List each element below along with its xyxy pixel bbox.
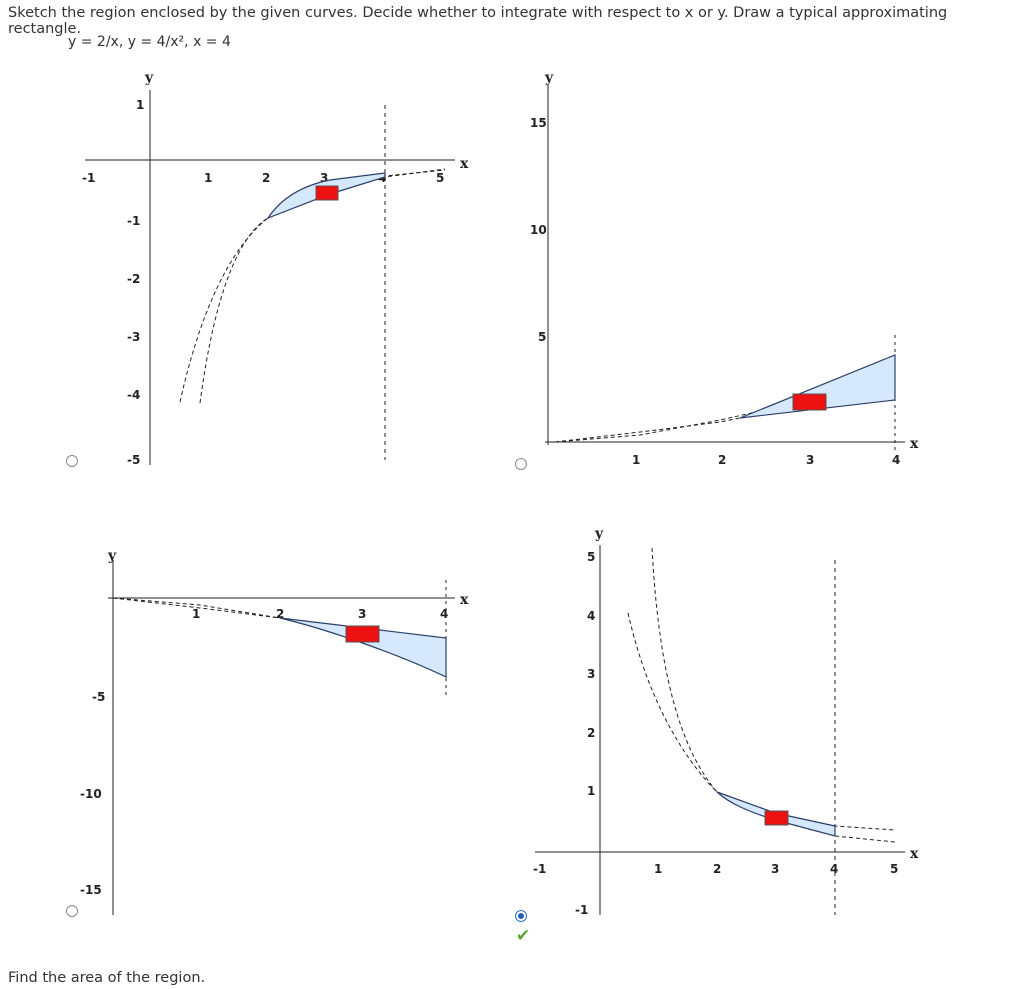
- x-tick-label: 1: [654, 862, 662, 876]
- y-tick-label: 2: [587, 726, 595, 740]
- y-tick-label: -5: [92, 690, 105, 704]
- y-axis-label: y: [107, 548, 117, 564]
- x-tick-label: -1: [533, 862, 546, 876]
- y-tick-label: 1: [587, 784, 595, 798]
- y-tick-label: -1: [127, 214, 140, 228]
- y-tick-label: 4: [587, 609, 595, 623]
- curve-2-over-x: [651, 547, 896, 831]
- y-tick-label: 1: [136, 98, 144, 112]
- y-tick-label: -1: [575, 903, 588, 917]
- y-tick-label: 5: [538, 330, 546, 344]
- equations: y = 2/x, y = 4/x², x = 4: [68, 34, 231, 50]
- approximating-rectangle: [345, 625, 380, 643]
- y-tick-label: -3: [127, 330, 140, 344]
- x-tick-label: 1: [204, 171, 212, 185]
- curve-neg-2-over-x: [199, 168, 446, 404]
- y-tick-label: 15: [530, 116, 547, 130]
- approximating-rectangle: [792, 393, 827, 411]
- graph-option-b: x y 1 2 3 4 15 10 5: [530, 70, 919, 467]
- graph-option-c: x y 1 2 3 4 -5 -10 -15: [80, 548, 469, 915]
- x-tick-label: 3: [771, 862, 779, 876]
- graph-option-a: x y -1 1 2 3 4 5 1 -1 -2 -3 -4 -5: [82, 70, 469, 467]
- x-axis-label: x: [910, 846, 919, 862]
- x-tick-label: 1: [192, 607, 200, 621]
- question-prompt: Sketch the region enclosed by the given …: [8, 5, 948, 37]
- x-tick-label: 4: [440, 607, 448, 621]
- y-tick-label: -5: [127, 453, 140, 467]
- x-tick-label: -1: [82, 171, 95, 185]
- y-tick-label: -2: [127, 272, 140, 286]
- graph-option-d: x y -1 1 2 3 4 5 5 4 3 2 1 -1: [533, 526, 919, 917]
- y-axis-label: y: [594, 526, 604, 542]
- option-d-radio[interactable]: [515, 910, 527, 922]
- curve-x-over-2: [554, 417, 741, 443]
- y-tick-label: 5: [587, 550, 595, 564]
- approximating-rectangle: [315, 185, 339, 201]
- curve-neg-x-over-2: [112, 597, 281, 619]
- answer-graphs: x y -1 1 2 3 4 5 1 -1 -2 -3 -4 -5 x y 1 …: [80, 70, 919, 917]
- y-tick-label: -10: [80, 787, 102, 801]
- curve-x-squared-over-4: [554, 409, 766, 443]
- x-tick-label: 2: [718, 453, 726, 467]
- correct-check-icon: ✔: [516, 926, 531, 946]
- approximating-rectangle: [764, 810, 789, 826]
- x-tick-label: 1: [632, 453, 640, 467]
- y-axis-label: y: [144, 70, 154, 86]
- y-tick-label: -4: [127, 388, 140, 402]
- x-tick-label: 2: [262, 171, 270, 185]
- curve-neg-4-over-x-squared: [179, 169, 446, 403]
- x-tick-label: 5: [436, 171, 444, 185]
- y-tick-label: -15: [80, 883, 102, 897]
- x-tick-label: 2: [713, 862, 721, 876]
- option-b-radio[interactable]: [515, 458, 527, 470]
- option-a-radio[interactable]: [66, 455, 78, 467]
- shaded-region: [266, 172, 386, 220]
- x-tick-label: 4: [830, 862, 838, 876]
- y-tick-label: 10: [530, 223, 547, 237]
- option-c-radio[interactable]: [66, 905, 78, 917]
- x-tick-label: 4: [892, 453, 900, 467]
- curve-4-over-x-squared: [627, 612, 896, 843]
- x-axis-label: x: [460, 592, 469, 608]
- x-tick-label: 5: [890, 862, 898, 876]
- y-tick-label: 3: [587, 667, 595, 681]
- x-tick-label: 3: [320, 171, 328, 185]
- y-axis-label: y: [544, 70, 554, 86]
- x-tick-label: 3: [806, 453, 814, 467]
- followup-question: Find the area of the region.: [8, 970, 206, 986]
- x-axis-label: x: [910, 436, 919, 452]
- x-axis-label: x: [460, 156, 469, 172]
- curve-neg-x-squared-over-4: [112, 597, 281, 619]
- x-tick-label: 3: [358, 607, 366, 621]
- x-tick-label: 2: [276, 607, 284, 621]
